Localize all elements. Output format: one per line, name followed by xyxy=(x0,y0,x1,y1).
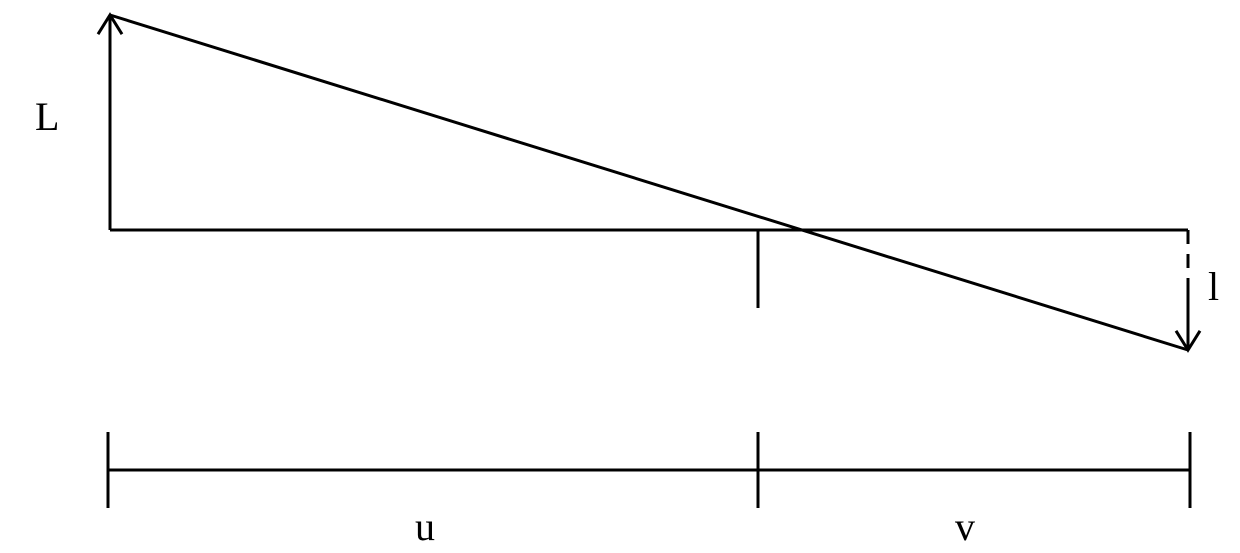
label-L: L xyxy=(35,94,59,139)
object-arrow xyxy=(98,15,122,230)
image-arrow xyxy=(1176,230,1200,350)
label-v: v xyxy=(955,504,975,549)
chief-ray xyxy=(110,15,1188,350)
dimension-bar xyxy=(108,432,1190,508)
label-l: l xyxy=(1208,264,1219,309)
label-u: u xyxy=(415,504,435,549)
